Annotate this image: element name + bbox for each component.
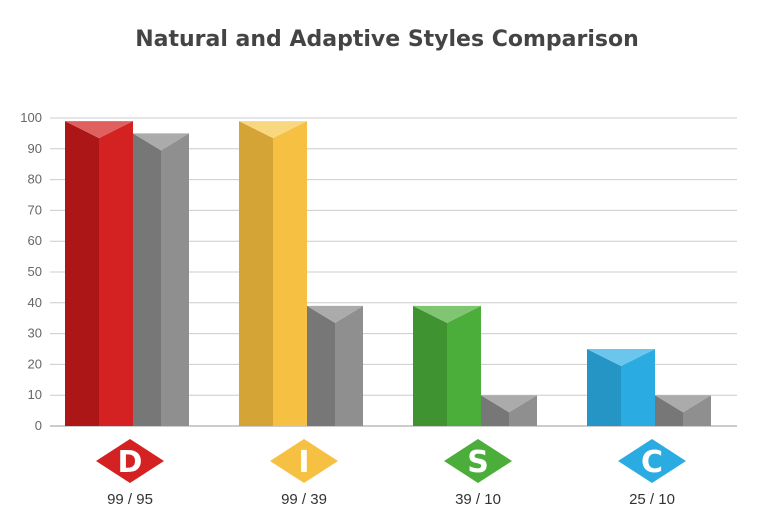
- y-tick-label: 40: [28, 295, 42, 310]
- bar-i-natural-top-face: [239, 121, 307, 139]
- bar-i-adaptive-left-face: [307, 305, 335, 426]
- bar-d-natural: [65, 121, 133, 426]
- bar-d-adaptive-top-face: [133, 133, 189, 151]
- bar-c-adaptive-left-face: [655, 395, 683, 426]
- y-tick-label: 50: [28, 264, 42, 279]
- bar-d-adaptive: [133, 133, 189, 426]
- score-label: 25 / 10: [629, 491, 675, 508]
- diamond-icon: [444, 439, 512, 483]
- bar-i-natural: [239, 121, 307, 426]
- bar-d-adaptive-right-face: [161, 133, 189, 426]
- badge-d: D: [96, 439, 164, 483]
- y-axis: 0 10 20 30 40 50 60 70 80 90 100: [20, 110, 42, 433]
- badge-c: C: [618, 439, 686, 483]
- y-tick-label: 10: [28, 387, 42, 402]
- bars: [65, 121, 711, 426]
- bar-c-adaptive-top-face: [655, 395, 711, 413]
- bar-c-natural-left-face: [587, 349, 621, 426]
- bar-i-natural-left-face: [239, 121, 273, 426]
- bar-d-adaptive-left-face: [133, 133, 161, 426]
- y-tick-label: 70: [28, 202, 42, 217]
- bar-s-natural-top-face: [413, 305, 481, 323]
- score-label: 99 / 95: [107, 491, 153, 508]
- bar-i-adaptive-top-face: [307, 305, 363, 323]
- badge-i: I: [270, 439, 338, 483]
- diamond-icon: [618, 439, 686, 483]
- y-tick-label: 20: [28, 356, 42, 371]
- category-letter: I: [298, 445, 309, 480]
- bar-i-adaptive: [307, 305, 363, 426]
- bar-c-natural: [587, 349, 655, 426]
- bar-s-natural-right-face: [447, 305, 481, 426]
- bar-d-natural-right-face: [99, 121, 133, 426]
- y-tick-label: 30: [28, 326, 42, 341]
- bar-s-adaptive-left-face: [481, 395, 509, 426]
- diamond-icon: [270, 439, 338, 483]
- y-tick-label: 100: [20, 110, 42, 125]
- bar-c-adaptive: [655, 395, 711, 426]
- category-letter: C: [641, 445, 663, 480]
- bar-c-natural-right-face: [621, 349, 655, 426]
- category-badges: D 99 / 95 I 99 / 39 S 39 / 10 C 25 / 10: [96, 439, 686, 508]
- bar-s-natural: [413, 305, 481, 426]
- bar-d-natural-top-face: [65, 121, 133, 139]
- score-label: 39 / 10: [455, 491, 501, 508]
- y-tick-label: 60: [28, 233, 42, 248]
- badge-s: S: [444, 439, 512, 483]
- bar-s-adaptive-right-face: [509, 395, 537, 426]
- bar-d-natural-left-face: [65, 121, 99, 426]
- bar-s-adaptive: [481, 395, 537, 426]
- bar-s-adaptive-top-face: [481, 395, 537, 413]
- bar-s-natural-left-face: [413, 305, 447, 426]
- bar-i-adaptive-right-face: [335, 305, 363, 426]
- diamond-icon: [96, 439, 164, 483]
- bar-c-natural-top-face: [587, 349, 655, 366]
- score-label: 99 / 39: [281, 491, 327, 508]
- y-tick-label: 90: [28, 141, 42, 156]
- chart-title: Natural and Adaptive Styles Comparison: [135, 27, 639, 52]
- bar-i-natural-right-face: [273, 121, 307, 426]
- bar-c-adaptive-right-face: [683, 395, 711, 426]
- y-tick-label: 80: [28, 172, 42, 187]
- category-letter: S: [467, 445, 489, 480]
- y-tick-label: 0: [35, 418, 42, 433]
- category-letter: D: [118, 445, 143, 480]
